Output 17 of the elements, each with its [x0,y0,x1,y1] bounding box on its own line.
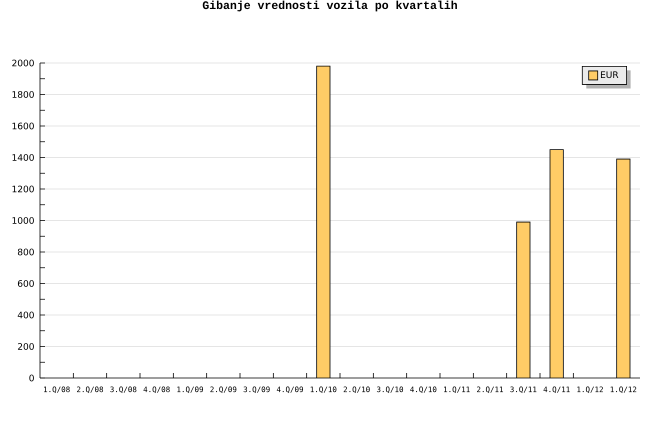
y-tick-label: 1600 [12,122,34,130]
y-tick-label: 1800 [12,91,34,98]
y-tick-label: 1200 [12,186,34,192]
y-tick-label: 200 [18,343,34,350]
bar [616,158,630,378]
y-tick-label: 400 [18,312,34,318]
y-tick-label: 600 [18,280,34,287]
bar [316,66,330,378]
chart-title: Gibanje vrednosti vozila po kvartalih [202,0,457,12]
y-tick-label: 800 [18,248,34,256]
bar [516,222,530,378]
y-tick-label: 1000 [12,217,34,224]
y-tick-label: 0 [29,374,34,382]
bar [550,150,564,378]
y-tick-label: 1400 [12,154,34,161]
legend-label: EUR [600,71,618,78]
y-tick-label: 2000 [12,60,34,66]
